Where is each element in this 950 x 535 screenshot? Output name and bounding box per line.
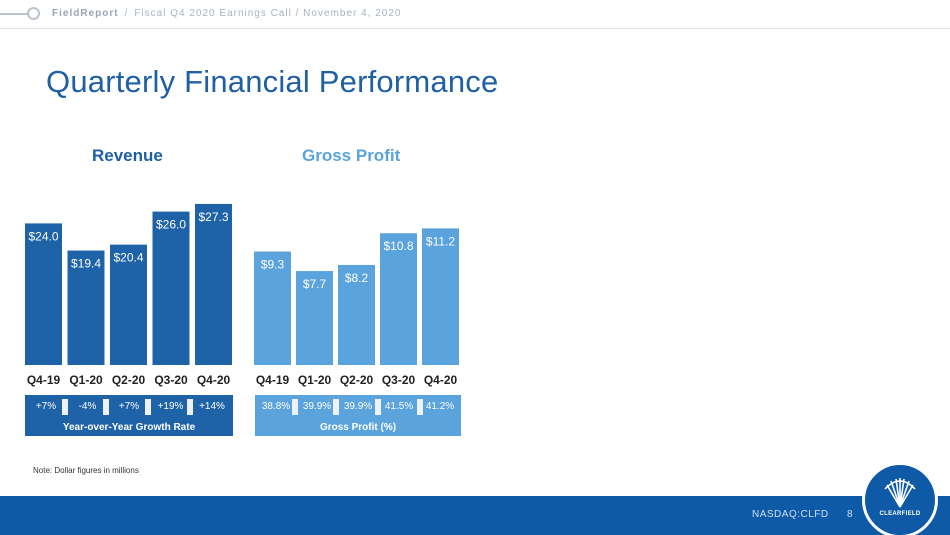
pill-divider: [333, 399, 339, 415]
top-bar: FieldReport / Fiscal Q4 2020 Earnings Call…: [0, 0, 950, 29]
revenue-bar: [110, 244, 147, 365]
gross-profit-category-label: Q2-20: [340, 373, 374, 387]
gross-profit-bar-value-label: $11.2: [426, 234, 455, 248]
gross-profit-bar: [422, 228, 459, 365]
clearfield-logo: CLEARFIELD: [862, 462, 938, 535]
gross-margin-value: 39.9%: [343, 401, 373, 412]
revenue-category-label: Q4-20: [197, 373, 231, 387]
breadcrumb-separator: /: [124, 8, 129, 19]
gross-profit-category-label: Q3-20: [382, 373, 416, 387]
page-number: 8: [847, 509, 853, 520]
gross-margin-value: 38.8%: [261, 401, 291, 412]
breadcrumb-event: Fiscal Q4 2020 Earnings Call / November …: [134, 8, 402, 19]
revenue-bar-value-label: $20.4: [113, 251, 143, 265]
revenue-growth-value: +7%: [118, 401, 140, 412]
gross-margin-value: 39.9%: [302, 401, 332, 412]
breadcrumb-brand: FieldReport: [52, 8, 119, 19]
revenue-growth-row: +7% -4% +7% +19% +14%: [25, 399, 233, 415]
gross-margin-box: 38.8% 39.9% 39.9% 41.5% 41.2% Gross Prof…: [255, 395, 461, 436]
revenue-bar: [67, 250, 105, 365]
page-title: Quarterly Financial Performance: [46, 64, 499, 99]
pill-divider: [187, 399, 193, 415]
footnote: Note: Dollar figures in millions: [33, 466, 139, 475]
revenue-growth-box: +7% -4% +7% +19% +14% Year-over-Year Gro…: [25, 395, 233, 436]
gross-profit-chart-title: Gross Profit: [302, 146, 401, 165]
revenue-chart-title: Revenue: [92, 146, 163, 165]
gross-profit-category-label: Q4-19: [256, 373, 290, 387]
gross-margin-value: 41.5%: [384, 401, 414, 412]
pill-divider: [375, 399, 381, 415]
gross-profit-bar-value-label: $7.7: [303, 277, 327, 291]
footer-bar: [0, 496, 950, 535]
logo-text: CLEARFIELD: [879, 511, 921, 517]
revenue-bar-value-label: $19.4: [71, 257, 101, 271]
gross-profit-bar: [296, 271, 333, 365]
revenue-growth-value: +7%: [35, 401, 57, 412]
gross-margin-caption: Gross Profit (%): [319, 422, 397, 433]
gross-profit-category-label: Q4-20: [424, 373, 458, 387]
gross-margin-row: 38.8% 39.9% 39.9% 41.5% 41.2%: [255, 399, 461, 415]
revenue-bar: [152, 211, 190, 365]
header-line: [0, 13, 28, 15]
revenue-category-label: Q2-20: [112, 373, 146, 387]
shell-icon: [884, 478, 916, 508]
revenue-growth-caption: Year-over-Year Growth Rate: [62, 422, 196, 433]
header-circle-icon: [27, 7, 40, 20]
pill-divider: [417, 399, 423, 415]
revenue-bar: [195, 203, 232, 365]
revenue-bar-value-label: $26.0: [156, 218, 186, 232]
breadcrumb: FieldReport / Fiscal Q4 2020 Earnings Call…: [52, 8, 401, 19]
bar-charts: $24.0 Q4-19 $19.4 Q1-20 $20.4 Q2-20 $26.0 Q3-20…: [25, 203, 459, 387]
gross-profit-bar-value-label: $9.3: [261, 258, 285, 272]
revenue-bar-value-label: $24.0: [28, 229, 58, 243]
pill-divider: [103, 399, 109, 415]
gross-profit-category-label: Q1-20: [298, 373, 332, 387]
revenue-growth-value: +19%: [157, 401, 184, 412]
gross-profit-bar-value-label: $10.8: [383, 239, 413, 253]
ticker-symbol: NASDAQ:CLFD: [752, 509, 829, 520]
revenue-category-label: Q4-19: [27, 373, 61, 387]
revenue-growth-value: -4%: [78, 401, 97, 412]
pill-divider: [292, 399, 298, 415]
pill-divider: [145, 399, 151, 415]
revenue-growth-value: +14%: [199, 401, 225, 412]
gross-profit-bar: [338, 264, 375, 365]
gross-profit-bar: [380, 233, 417, 365]
gross-profit-bar-value-label: $8.2: [345, 271, 369, 285]
revenue-bar-value-label: $27.3: [198, 210, 228, 224]
revenue-bar: [25, 223, 62, 365]
revenue-category-label: Q1-20: [69, 373, 103, 387]
pill-divider: [62, 399, 68, 415]
gross-profit-bar: [254, 251, 291, 365]
revenue-category-label: Q3-20: [154, 373, 188, 387]
gross-margin-value: 41.2%: [425, 401, 455, 412]
